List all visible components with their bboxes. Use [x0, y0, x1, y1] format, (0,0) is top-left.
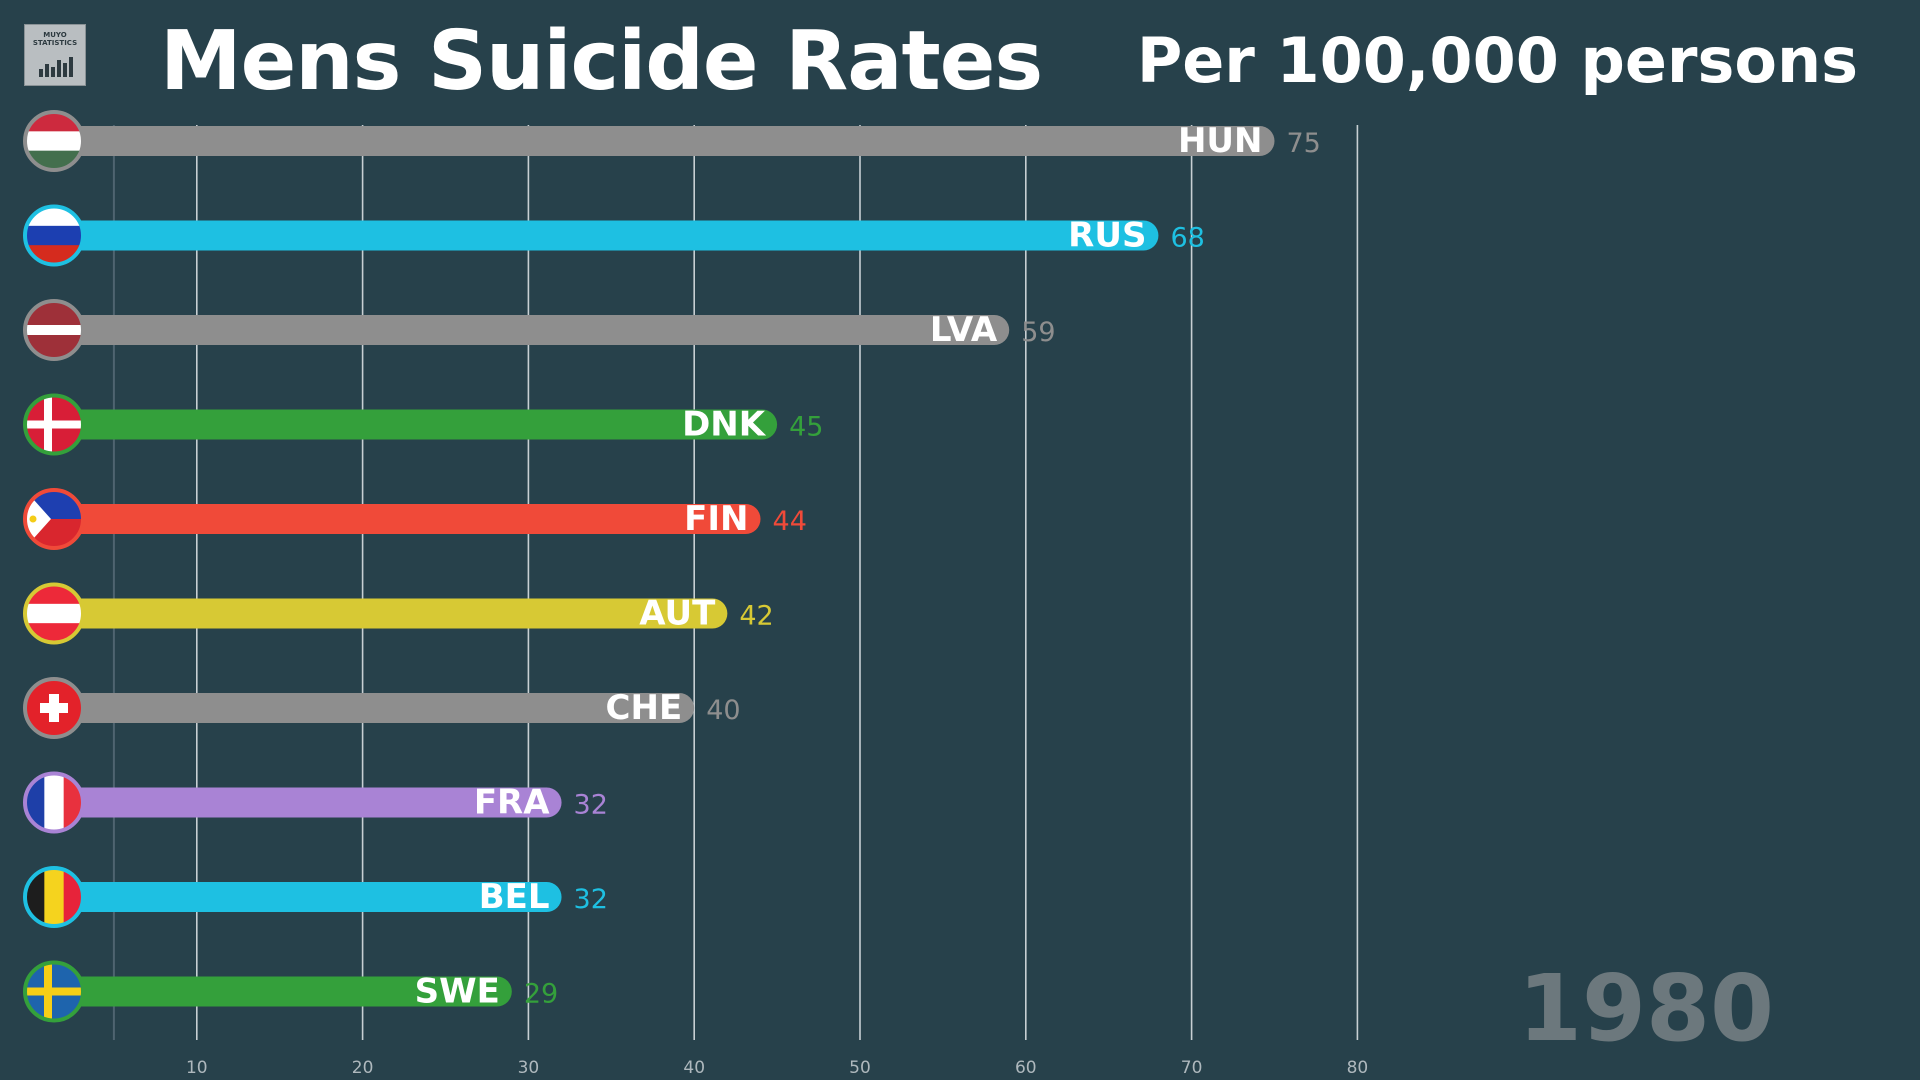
bar-aut	[62, 598, 728, 629]
bar-hun	[62, 126, 1275, 156]
bar-label: HUN	[1178, 121, 1263, 161]
x-tick-label: 70	[1181, 1058, 1203, 1078]
bar-row-dnk: DNK 45	[23, 393, 823, 456]
bar-fra	[62, 787, 562, 818]
bar-value-label: 32	[574, 884, 608, 915]
austria-flag-icon	[23, 582, 85, 645]
x-tick-label: 50	[849, 1058, 871, 1078]
bar-row-aut: AUT 42	[23, 582, 774, 645]
hungary-flag-icon	[23, 110, 85, 172]
bar-row-bel: BEL 32	[23, 866, 608, 928]
bar-label: CHE	[606, 688, 683, 728]
bar-swe	[62, 976, 512, 1007]
bar-label: AUT	[639, 594, 716, 634]
bar-value-label: 32	[574, 790, 608, 821]
bar-row-fin: FIN 44	[23, 488, 807, 550]
logo-text-line1: MUYO	[43, 31, 67, 39]
bar-label: RUS	[1068, 216, 1146, 256]
bar-value-label: 29	[524, 979, 558, 1010]
bar-value-label: 45	[789, 412, 823, 443]
switzerland-flag-icon	[23, 677, 85, 739]
bar-dnk	[62, 409, 778, 440]
bar-lva	[62, 315, 1010, 345]
logo-text-line2: STATISTICS	[32, 39, 78, 47]
latvia-flag-icon	[23, 299, 85, 361]
x-tick-label: 20	[352, 1058, 374, 1078]
bar-value-label: 59	[1021, 317, 1055, 348]
bar-value-label: 40	[706, 695, 740, 726]
bar-label: DNK	[682, 405, 767, 445]
x-tick-label: 30	[518, 1058, 540, 1078]
x-tick-label: 40	[683, 1058, 705, 1078]
channel-logo: MUYO STATISTICS	[24, 24, 86, 86]
year-label: 1980	[1517, 955, 1774, 1062]
bar-row-fra: FRA 32	[23, 771, 608, 834]
bar-value-label: 44	[773, 506, 807, 537]
chart-subtitle: Per 100,000 persons	[1136, 24, 1858, 97]
bar-row-lva: LVA 59	[23, 299, 1056, 361]
belgium-flag-icon	[23, 866, 85, 928]
bar-bel	[62, 882, 562, 912]
x-axis-ticks: 10 20 30 40 50 60 70 80	[186, 1058, 1368, 1078]
bar-value-label: 68	[1170, 223, 1204, 254]
bar-fin	[62, 504, 761, 534]
bar-row-che: CHE 40	[23, 677, 741, 739]
sweden-flag-icon	[23, 960, 85, 1023]
russia-flag-icon	[23, 204, 85, 267]
bar-label: FRA	[474, 783, 550, 823]
france-flag-icon	[23, 771, 85, 834]
x-tick-label: 80	[1347, 1058, 1369, 1078]
bar-rus	[62, 220, 1159, 251]
bar-value-label: 42	[739, 601, 773, 632]
bar-label: SWE	[415, 972, 500, 1012]
x-tick-label: 60	[1015, 1058, 1037, 1078]
bar-chart-icon	[39, 55, 73, 77]
chart-title: Mens Suicide Rates	[160, 14, 1043, 109]
bar-value-label: 75	[1287, 128, 1321, 159]
bar-label: FIN	[684, 499, 748, 539]
bars: HUN 75 RUS 68 LVA 59 DNK 45 FIN 44 AUT 42 CHE 40 FRA 32…	[23, 110, 1321, 1023]
bar-label: BEL	[479, 877, 550, 917]
bar-row-hun: HUN 75	[23, 110, 1321, 172]
bar-row-swe: SWE 29	[23, 960, 558, 1023]
philippines-flag-icon	[23, 488, 85, 550]
denmark-flag-icon	[23, 393, 85, 456]
bar-label: LVA	[930, 310, 998, 350]
bar-row-rus: RUS 68	[23, 204, 1205, 267]
x-tick-label: 10	[186, 1058, 208, 1078]
bar-che	[62, 693, 695, 723]
